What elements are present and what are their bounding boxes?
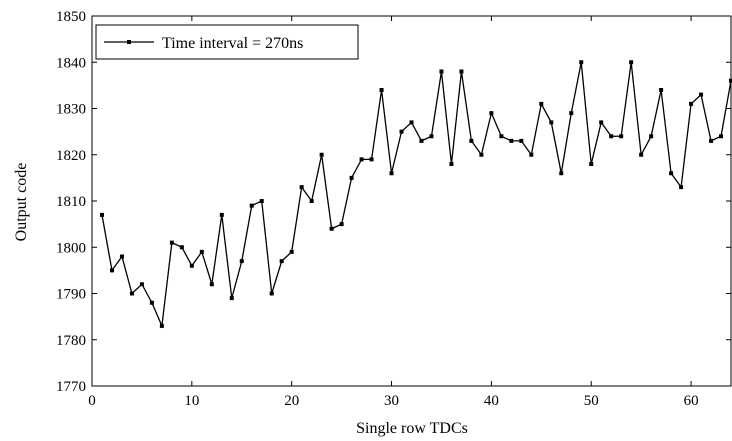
data-point: [129, 291, 134, 296]
data-point: [379, 88, 384, 92]
data-point: [409, 120, 414, 125]
y-tick-label: 1790: [56, 287, 86, 303]
x-tick-label: 60: [684, 393, 699, 409]
data-point: [589, 162, 594, 166]
data-point: [189, 263, 194, 268]
data-point: [529, 152, 534, 157]
data-point: [449, 162, 454, 166]
data-point: [609, 134, 614, 139]
data-point: [239, 259, 244, 264]
data-point: [179, 245, 184, 250]
data-point: [559, 171, 564, 176]
data-point: [669, 171, 674, 176]
data-point: [439, 69, 444, 74]
data-point: [629, 60, 634, 65]
data-point: [509, 138, 514, 143]
legend-marker-sample: [127, 40, 131, 44]
data-point: [539, 101, 544, 106]
data-point: [169, 240, 174, 245]
data-point: [729, 78, 732, 83]
data-point: [279, 259, 284, 264]
x-tick-label: 0: [88, 393, 96, 409]
data-point: [349, 175, 354, 180]
data-point: [319, 152, 324, 157]
legend-box: [95, 24, 359, 60]
data-point: [269, 291, 274, 296]
data-point: [259, 199, 264, 203]
y-tick-label: 1850: [56, 9, 86, 25]
data-point: [329, 226, 334, 231]
legend-entry: Time interval = 270ns: [162, 35, 303, 52]
x-tick-label: 30: [384, 393, 399, 409]
data-point: [389, 171, 394, 176]
data-point: [699, 92, 704, 97]
data-point: [469, 138, 474, 143]
y-tick-label: 1770: [56, 379, 86, 395]
data-point: [149, 300, 154, 305]
data-point: [639, 152, 644, 157]
data-point: [109, 268, 114, 273]
data-point: [369, 157, 374, 162]
data-point: [229, 296, 234, 301]
data-point: [619, 134, 624, 139]
x-axis-label: Single row TDCs: [356, 420, 468, 437]
x-tick-label: 50: [584, 393, 599, 409]
data-point: [139, 282, 144, 287]
y-tick-label: 1780: [56, 333, 86, 349]
data-point: [459, 69, 464, 74]
data-point: [159, 323, 164, 328]
data-point: [679, 185, 684, 190]
data-point: [569, 111, 574, 116]
data-point: [289, 249, 294, 254]
data-point: [549, 120, 554, 125]
y-tick-label: 1830: [56, 102, 86, 118]
data-point: [359, 157, 364, 162]
data-point: [249, 203, 254, 208]
data-point: [499, 134, 504, 139]
data-point: [659, 88, 664, 92]
data-point: [579, 60, 584, 65]
data-point: [219, 212, 224, 217]
data-point: [649, 134, 654, 139]
y-tick-label: 1810: [56, 194, 86, 210]
x-tick-label: 10: [184, 393, 199, 409]
data-point: [519, 138, 524, 143]
legend: Time interval = 270ns: [95, 24, 359, 60]
series-layer: [99, 60, 732, 329]
data-point: [599, 120, 604, 125]
data-point: [709, 138, 714, 143]
y-tick-label: 1840: [56, 55, 86, 71]
data-point: [99, 212, 104, 217]
data-point: [489, 111, 494, 116]
data-point: [689, 101, 694, 106]
y-axis-label: Output code: [13, 163, 30, 242]
axis-ticks: 0 10 20 30 40 50 60 1770 1780 1790 1800 1810 1820 183…: [56, 9, 731, 409]
data-point: [719, 134, 724, 139]
data-point: [339, 222, 344, 227]
y-tick-label: 1800: [56, 240, 86, 256]
y-tick-label: 1820: [56, 148, 86, 164]
data-point: [479, 152, 484, 157]
data-point: [119, 254, 124, 259]
data-point: [209, 282, 214, 287]
data-point: [399, 129, 404, 134]
data-point: [429, 134, 434, 139]
data-point: [309, 199, 314, 203]
data-point: [199, 249, 204, 254]
data-point: [419, 138, 424, 143]
x-tick-label: 20: [284, 393, 299, 409]
series-line: [101, 62, 732, 329]
x-tick-label: 40: [484, 393, 499, 409]
data-point: [299, 185, 304, 190]
